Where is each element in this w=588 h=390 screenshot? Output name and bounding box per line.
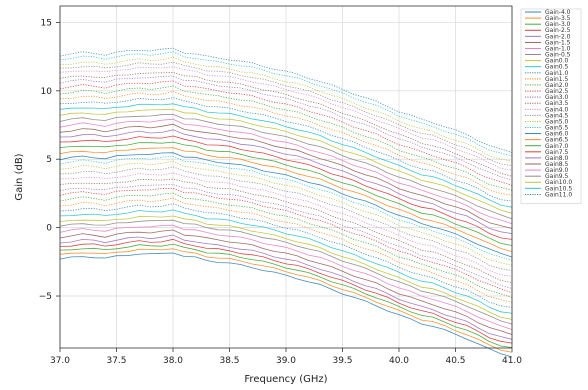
series-line [59,97,513,202]
series-line [59,47,513,153]
legend-label: Gain8.5 [545,161,569,168]
y-tick-label: 5 [46,155,52,165]
series-line [59,129,513,234]
legend-label: Gain4.5 [545,112,569,119]
x-tick-label: 37.5 [106,356,126,366]
legend-label: Gain3.0 [545,94,569,101]
y-tick-label: 0 [46,224,52,234]
series-line [59,141,513,246]
series-line [59,91,513,196]
legend-label: Gain-1.5 [545,39,571,46]
series-line [59,123,513,229]
series-line [59,113,513,220]
legend-label: Gain6.0 [545,131,569,138]
series-line [59,80,513,186]
legend-label: Gain6.5 [545,137,569,144]
series-line [59,108,513,214]
series-line [59,219,513,325]
legend-label: Gain5.5 [545,125,569,132]
legend-label: Gain4.0 [545,106,569,113]
legend-label: Gain7.5 [545,149,569,156]
series-line [59,72,513,177]
legend-label: Gain2.5 [545,88,569,95]
series-line [59,155,513,262]
series-line [59,103,513,208]
series-line [59,178,513,283]
x-tick-label: 40.5 [445,356,465,366]
series-line [59,166,513,271]
series-line [59,197,513,303]
series-lines [59,47,513,358]
series-line [59,160,513,266]
legend-label: Gain-2.5 [545,27,571,34]
legend-label: Gain5.0 [545,118,569,125]
series-line [59,85,513,191]
series-line [59,172,513,277]
y-tick-label: 15 [41,18,52,28]
series-line [59,75,513,181]
x-tick-label: 38.5 [219,356,239,366]
legend-label: Gain-0.5 [545,52,571,59]
series-line [59,243,513,348]
series-line [59,224,513,330]
legend-label: Gain1.0 [545,70,569,77]
legend-label: Gain10.5 [545,185,572,192]
legend-label: Gain7.0 [545,143,569,150]
series-line [59,203,513,308]
legend-label: Gain-3.5 [545,15,571,22]
legend-label: Gain-4.0 [545,9,571,16]
y-axis-ticks: 15 10 5 0 −5 [39,18,60,302]
legend-label: Gain-2.0 [545,33,571,40]
series-line [59,229,513,335]
x-tick-label: 41.0 [502,356,522,366]
legend-label: Gain3.5 [545,100,569,107]
legend-label: Gain0.5 [545,64,569,71]
series-line [59,51,513,157]
legend-label: Gain9.5 [545,173,569,180]
legend-label: Gain10.0 [545,179,572,186]
legend-label: Gain9.0 [545,167,569,174]
series-line [59,184,513,289]
series-line [59,135,513,240]
y-axis-label: Gain (dB) [14,153,25,200]
x-axis-ticks: 37.0 37.5 38.0 38.5 39.0 39.5 40.0 40.5 41.0 [50,348,522,366]
series-line [59,209,513,314]
x-tick-label: 39.5 [332,356,352,366]
series-line [59,61,513,166]
legend: Gain-4.0Gain-3.5Gain-3.0Gain-2.5Gain-2.0… [520,8,582,204]
series-line [59,192,513,298]
series-line [59,66,513,171]
legend-label: Gain-3.0 [545,21,571,28]
legend-label: Gain2.0 [545,82,569,89]
x-tick-label: 39.0 [276,356,296,366]
legend-label: Gain1.5 [545,76,569,83]
series-line [59,234,513,340]
x-tick-label: 37.0 [50,356,70,366]
series-line [59,248,513,353]
series-line [59,152,513,258]
series-line [59,215,513,320]
legend-label: Gain-1.0 [545,45,571,52]
x-tick-label: 40.0 [389,356,409,366]
series-line [59,238,513,344]
series-line [59,252,513,358]
x-axis-label: Frequency (GHz) [244,374,327,385]
legend-label: Gain0.0 [545,58,569,65]
legend-label: Gain8.0 [545,155,569,162]
series-line [59,187,513,294]
x-tick-label: 38.0 [163,356,183,366]
series-line [59,147,513,252]
y-tick-label: 10 [41,87,53,97]
y-tick-label: −5 [39,292,52,302]
legend-label: Gain11.0 [545,191,572,198]
legend-box [520,8,582,204]
series-line [59,118,513,225]
series-line [59,56,513,162]
